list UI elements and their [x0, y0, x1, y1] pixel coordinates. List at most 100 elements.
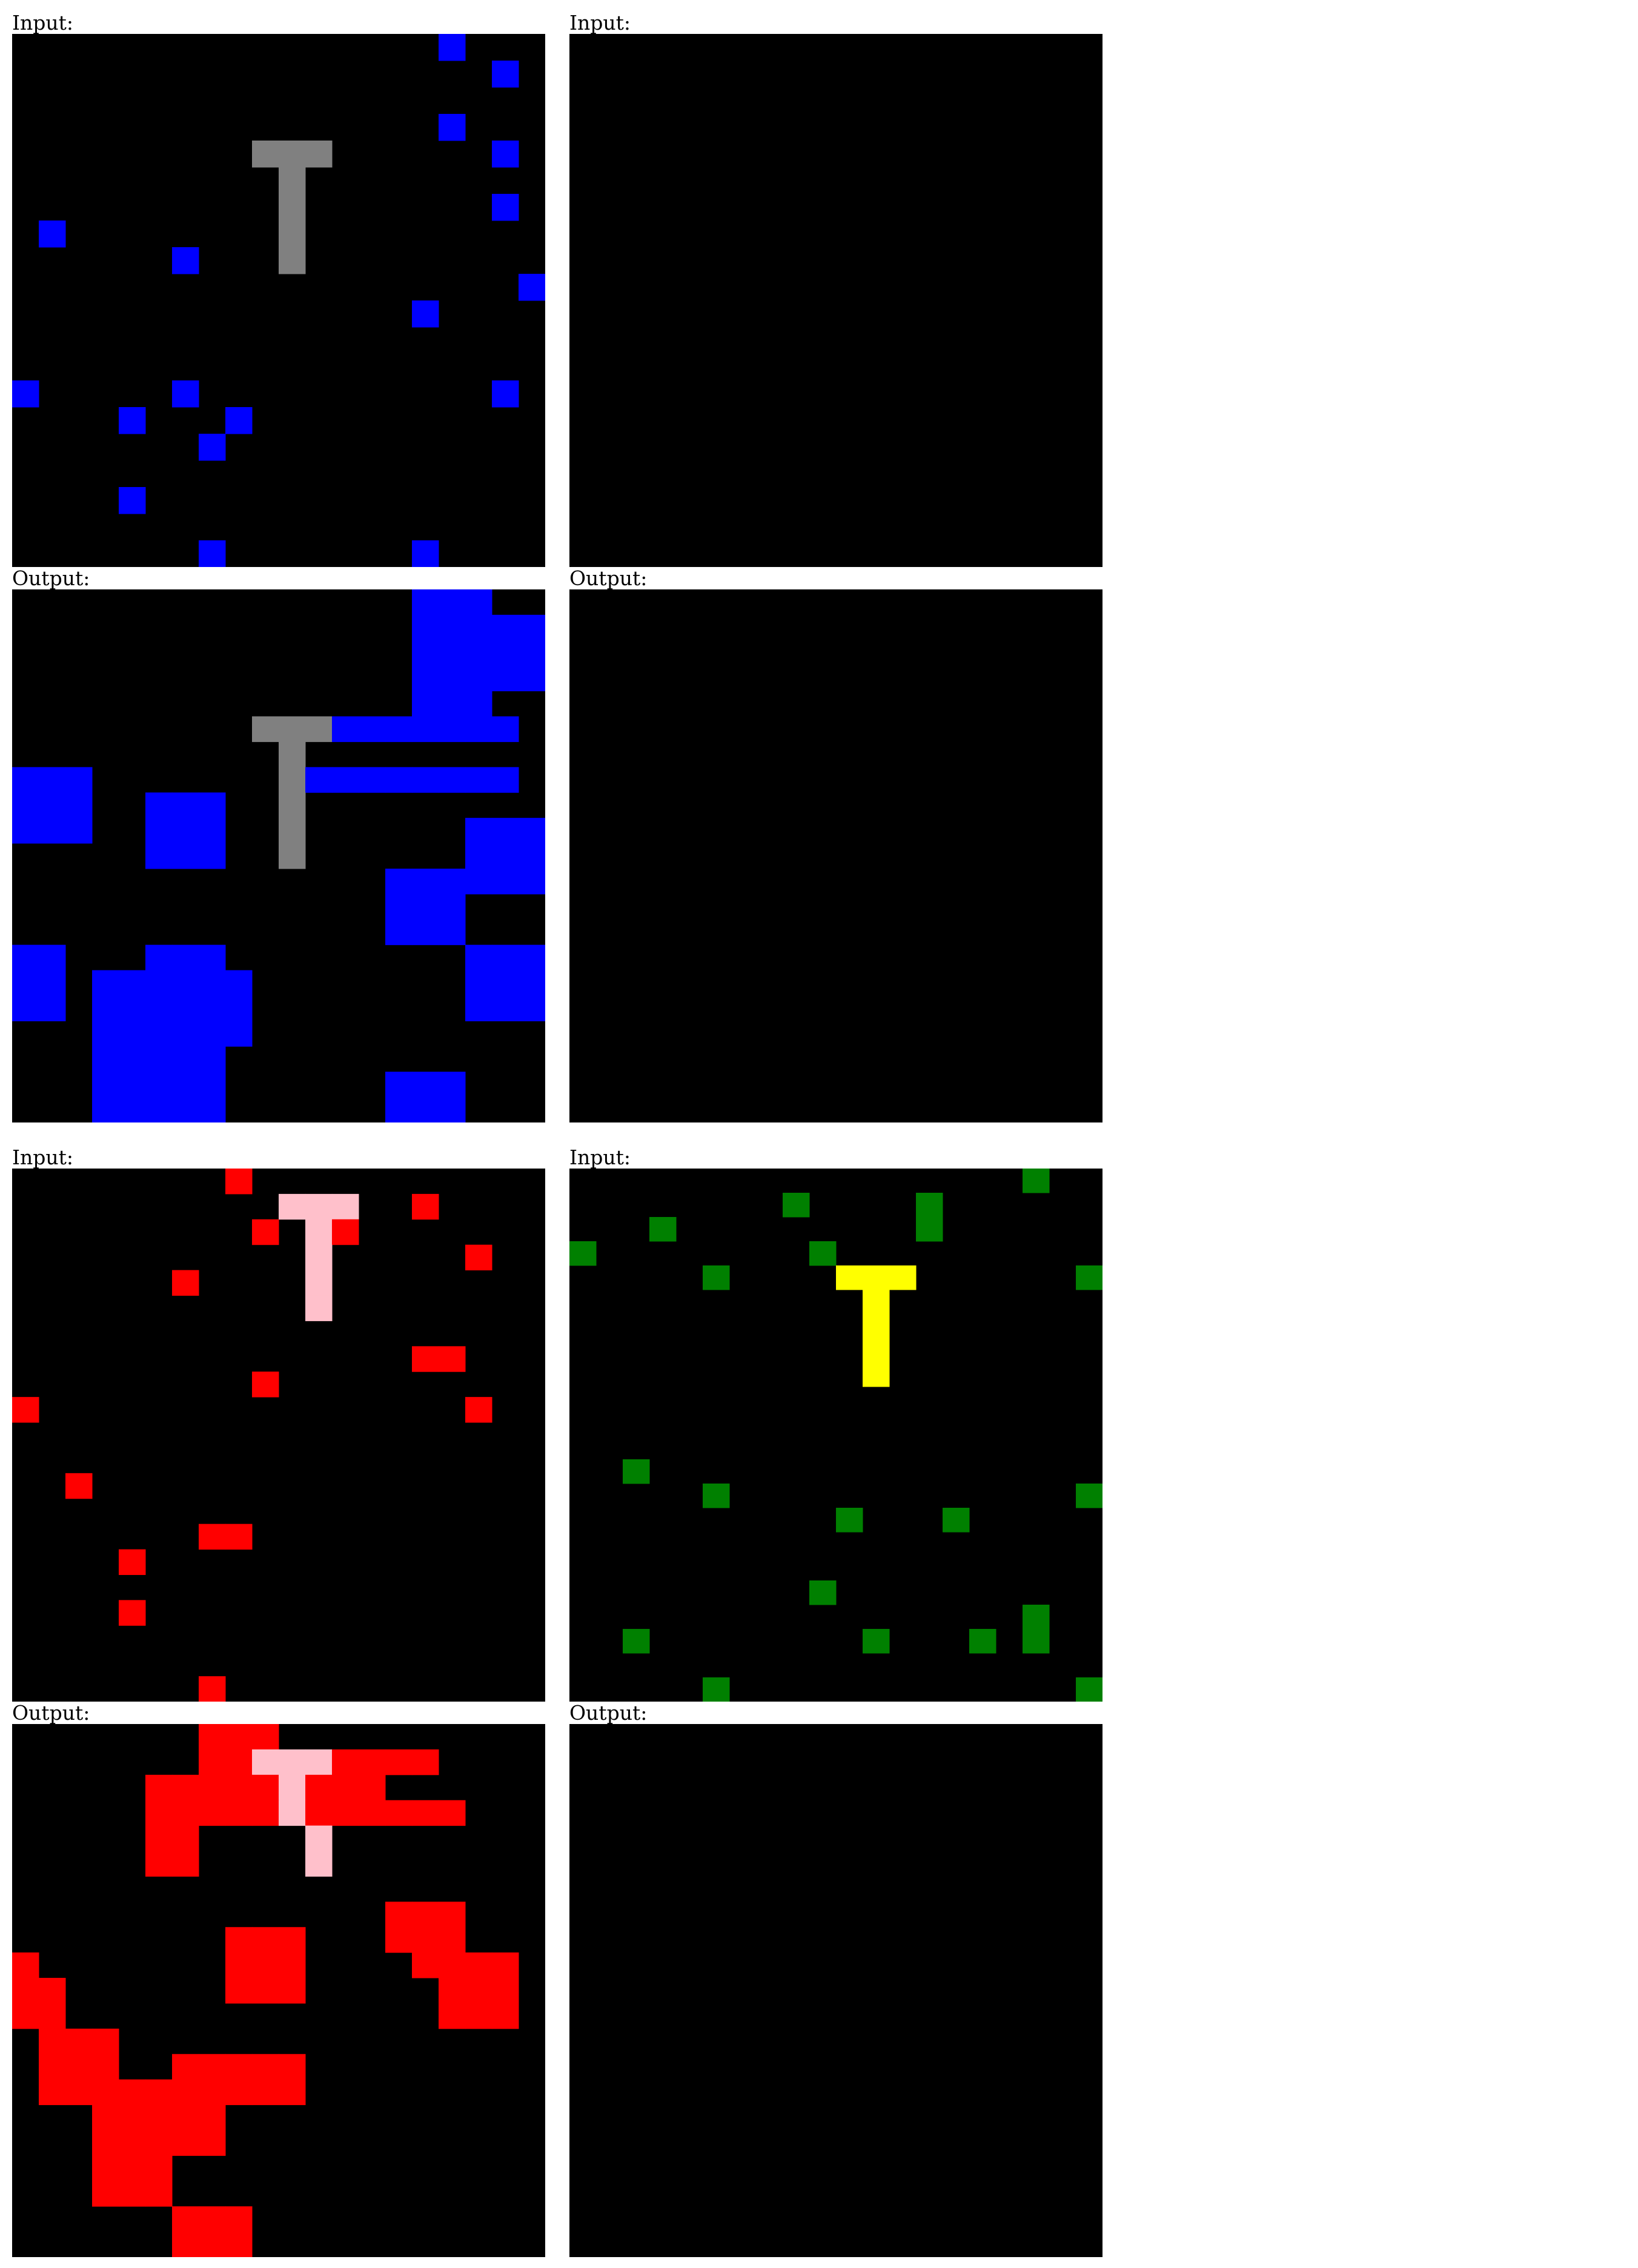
grid-cell — [65, 1473, 93, 1499]
grid-cell — [412, 1902, 439, 1928]
grid-cell — [385, 1902, 413, 1928]
grid-cell — [569, 1241, 597, 1266]
grid-cell — [65, 767, 93, 793]
grid-cell — [199, 2232, 226, 2257]
grid-cell — [252, 2079, 279, 2106]
grid-svg — [569, 1724, 1102, 2257]
grid-cell — [863, 1338, 890, 1363]
input-grid — [569, 34, 1102, 567]
grid-cell — [172, 1825, 199, 1852]
grid-cell — [252, 716, 279, 742]
grid-cell — [172, 1800, 199, 1826]
grid-cell — [12, 2003, 39, 2029]
output-grid — [569, 1724, 1102, 2257]
grid-cell — [279, 716, 306, 742]
grid-cell — [492, 640, 519, 666]
grid-cell — [412, 716, 439, 742]
grid-cell — [439, 894, 466, 920]
grid-cell — [439, 1952, 466, 1978]
grid-cell — [12, 380, 39, 408]
grid-cell — [465, 995, 492, 1021]
grid-cell — [863, 1629, 890, 1654]
grid-cell — [519, 995, 545, 1021]
grid-cell — [92, 1072, 119, 1098]
grid-cell — [412, 614, 439, 641]
grid-cell — [863, 1265, 890, 1290]
input-grid — [569, 1169, 1102, 1702]
grid-cell — [385, 868, 413, 895]
grid-cell — [439, 919, 466, 946]
grid-cell — [519, 274, 545, 301]
grid-cell — [279, 1978, 306, 2004]
grid-cell — [279, 167, 306, 194]
grid-svg — [569, 34, 1102, 567]
grid-cell — [492, 843, 519, 869]
grid-cell — [783, 1193, 810, 1218]
grid-svg — [12, 1724, 519, 2257]
grid-cell — [519, 665, 545, 692]
grid-cell — [492, 944, 519, 971]
output-grid — [12, 589, 545, 1122]
input-grid — [12, 34, 545, 567]
grid-cell — [385, 1927, 413, 1953]
grid-cell — [252, 1800, 279, 1826]
grid-cell — [145, 1825, 173, 1852]
grid-cell — [439, 1072, 466, 1098]
input-label: Input: — [12, 1146, 74, 1169]
grid-cell — [172, 1851, 199, 1877]
grid-cell — [199, 1724, 226, 1750]
grid-cell — [385, 1800, 413, 1826]
grid-cell — [465, 818, 492, 844]
grid-cell — [465, 614, 492, 641]
grid-cell — [439, 767, 466, 793]
grid-cell — [385, 1749, 413, 1776]
grid-cell — [225, 1749, 253, 1776]
grid-cell — [172, 2104, 199, 2130]
grid-cell — [279, 141, 306, 168]
grid-cell — [119, 2079, 146, 2106]
grid-cell — [359, 1800, 386, 1826]
grid-cell — [332, 1193, 359, 1220]
grid-cell — [145, 818, 173, 844]
grid-cell — [439, 1927, 466, 1953]
grid-cell — [172, 1046, 199, 1072]
grid-cell — [465, 1978, 492, 2004]
grid-cell — [305, 1270, 333, 1296]
grid-cell — [412, 1346, 439, 1372]
grid-cell — [836, 1508, 863, 1533]
grid-cell — [439, 34, 466, 61]
grid-cell — [199, 1676, 226, 1702]
grid-cell — [172, 995, 199, 1021]
grid-cell — [519, 970, 545, 996]
grid-cell — [943, 1508, 970, 1533]
grid-cell — [92, 2130, 119, 2156]
grid-cell — [279, 1749, 306, 1776]
grid-cell — [172, 1774, 199, 1801]
grid-svg — [569, 589, 1102, 1122]
grid-cell — [199, 1072, 226, 1098]
grid-cell — [199, 2206, 226, 2232]
grid-cell — [439, 691, 466, 717]
grid-cell — [279, 843, 306, 869]
grid-cell — [225, 1524, 253, 1550]
grid-cell — [12, 792, 39, 818]
grid-cell — [439, 716, 466, 742]
grid-cell — [916, 1217, 943, 1242]
grid-cell — [519, 944, 545, 971]
grid-cell — [279, 741, 306, 768]
grid-cell — [519, 843, 545, 869]
grid-cell — [385, 716, 413, 742]
grid-cell — [145, 843, 173, 869]
grid-cell — [969, 1629, 996, 1654]
grid-cell — [305, 1851, 333, 1877]
input-grid — [12, 1169, 545, 1702]
grid-cell — [492, 2003, 519, 2029]
grid-cell — [465, 640, 492, 666]
grid-cell — [279, 2079, 306, 2106]
grid-cell — [172, 1072, 199, 1098]
grid-cell — [145, 944, 173, 971]
grid-cell — [305, 1774, 333, 1801]
input-label: Input: — [12, 11, 74, 35]
grid-cell — [39, 970, 66, 996]
